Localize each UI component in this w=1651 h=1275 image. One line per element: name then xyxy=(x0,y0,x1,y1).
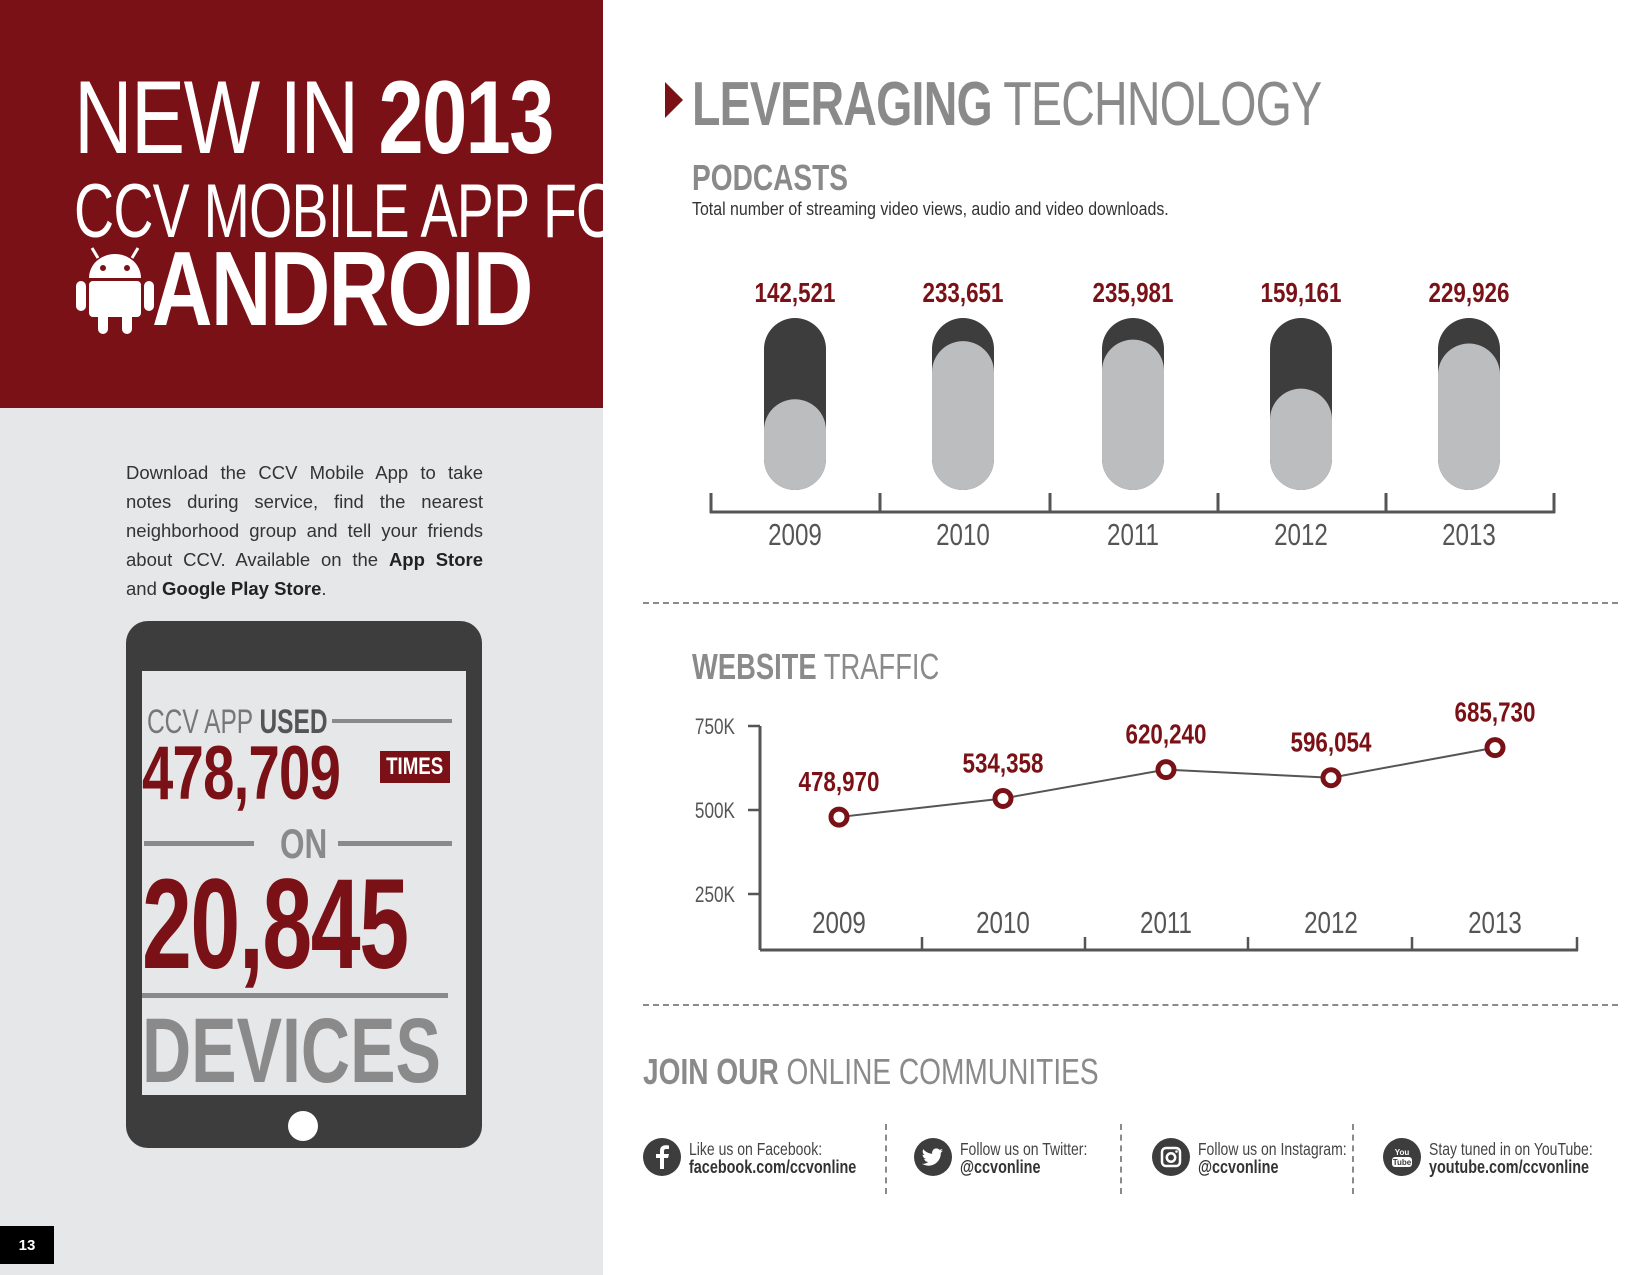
intro-paragraph: Download the CCV Mobile App to take note… xyxy=(126,462,484,599)
podcasts-subtitle: Total number of streaming video views, a… xyxy=(692,198,1169,219)
web-traffic-line xyxy=(838,746,1496,819)
divider xyxy=(332,719,452,723)
youtube-handle[interactable]: youtube.com/ccvonline xyxy=(1429,1157,1590,1178)
tablet-illustration: CCV APP USED 478,709 TIMES ON 20,845 DEV… xyxy=(126,621,482,1148)
separator xyxy=(1120,1124,1122,1194)
facebook-icon xyxy=(643,1138,681,1176)
svg-text:You: You xyxy=(1395,1148,1410,1157)
headline-line-1: NEW IN 2013 xyxy=(74,60,554,176)
podcast-value-label: 159,161 xyxy=(1261,278,1342,309)
dashed-divider xyxy=(643,1004,1618,1006)
web-year-label: 2010 xyxy=(976,905,1030,940)
podcast-value-label: 233,651 xyxy=(923,278,1004,309)
times-badge: TIMES xyxy=(380,751,450,783)
web-year-label: 2013 xyxy=(1468,905,1522,940)
instagram-label: Follow us on Instagram: xyxy=(1198,1139,1347,1159)
web-data-point xyxy=(1155,759,1177,781)
web-y-tick-label: 250K xyxy=(695,883,735,908)
youtube-label: Stay tuned in on YouTube: xyxy=(1429,1139,1593,1159)
headline-line-3: ANDROID xyxy=(152,230,533,348)
separator xyxy=(1352,1124,1354,1194)
divider xyxy=(144,841,254,846)
on-label: ON xyxy=(280,820,328,867)
google-play-text: Google Play Store xyxy=(162,578,322,599)
tablet-home-button xyxy=(288,1111,318,1141)
podcast-bar xyxy=(1438,343,1500,490)
web-y-tick-label: 750K xyxy=(695,715,735,740)
section-title: LEVERAGING TECHNOLOGY xyxy=(692,70,1322,139)
web-value-label: 534,358 xyxy=(963,748,1044,779)
web-data-point xyxy=(992,787,1014,809)
podcast-year-label: 2011 xyxy=(1107,517,1159,552)
triangle-marker-icon xyxy=(665,82,683,118)
podcast-year-label: 2010 xyxy=(936,517,990,552)
tablet-screen: CCV APP USED 478,709 TIMES ON 20,845 DEV… xyxy=(142,671,466,1095)
twitter-label: Follow us on Twitter: xyxy=(960,1139,1088,1159)
web-value-label: 478,970 xyxy=(799,767,880,798)
dashed-divider xyxy=(643,602,1618,604)
devices-label: DEVICES xyxy=(142,1000,441,1095)
twitter-icon xyxy=(914,1138,952,1176)
svg-text:Tube: Tube xyxy=(1393,1158,1412,1167)
facebook-handle[interactable]: facebook.com/ccvonline xyxy=(689,1157,857,1178)
website-traffic-title: WEBSITE TRAFFIC xyxy=(692,646,940,687)
podcast-value-label: 229,926 xyxy=(1429,278,1510,309)
web-data-point xyxy=(1320,767,1342,789)
app-used-label: CCV APP USED xyxy=(147,703,328,741)
usage-count: 478,709 xyxy=(142,731,341,816)
web-data-point xyxy=(1484,737,1506,759)
web-year-label: 2009 xyxy=(812,905,866,940)
divider xyxy=(338,841,452,846)
app-store-text: App Store xyxy=(388,549,484,570)
twitter-handle[interactable]: @ccvonline xyxy=(960,1157,1041,1178)
devices-count: 20,845 xyxy=(142,853,409,996)
communities-title: JOIN OUR ONLINE COMMUNITIES xyxy=(643,1051,1099,1092)
separator xyxy=(885,1124,887,1194)
podcasts-title: PODCASTS xyxy=(692,157,849,198)
podcast-year-label: 2012 xyxy=(1274,517,1328,552)
headline-panel xyxy=(0,0,603,408)
podcast-bar xyxy=(1270,388,1332,490)
web-year-label: 2012 xyxy=(1304,905,1358,940)
podcast-value-label: 142,521 xyxy=(755,278,836,309)
instagram-icon xyxy=(1152,1138,1190,1176)
web-value-label: 620,240 xyxy=(1126,719,1207,750)
podcast-value-label: 235,981 xyxy=(1093,278,1174,309)
podcast-bar xyxy=(932,341,994,490)
youtube-icon: You Tube xyxy=(1383,1138,1421,1176)
podcast-bar xyxy=(1102,339,1164,490)
web-year-label: 2011 xyxy=(1140,905,1192,940)
instagram-handle[interactable]: @ccvonline xyxy=(1198,1157,1279,1178)
podcast-year-label: 2013 xyxy=(1442,517,1496,552)
headline-line-2: CCV MOBILE APP FOR xyxy=(74,169,659,254)
web-value-label: 685,730 xyxy=(1455,697,1536,728)
podcast-year-label: 2009 xyxy=(768,517,822,552)
divider xyxy=(142,993,448,998)
web-y-tick-label: 500K xyxy=(695,799,735,824)
page-number: 13 xyxy=(0,1226,54,1264)
podcast-bar xyxy=(764,399,826,490)
android-icon xyxy=(76,247,154,334)
web-data-point xyxy=(828,806,850,828)
web-value-label: 596,054 xyxy=(1291,727,1372,758)
facebook-label: Like us on Facebook: xyxy=(689,1139,823,1159)
